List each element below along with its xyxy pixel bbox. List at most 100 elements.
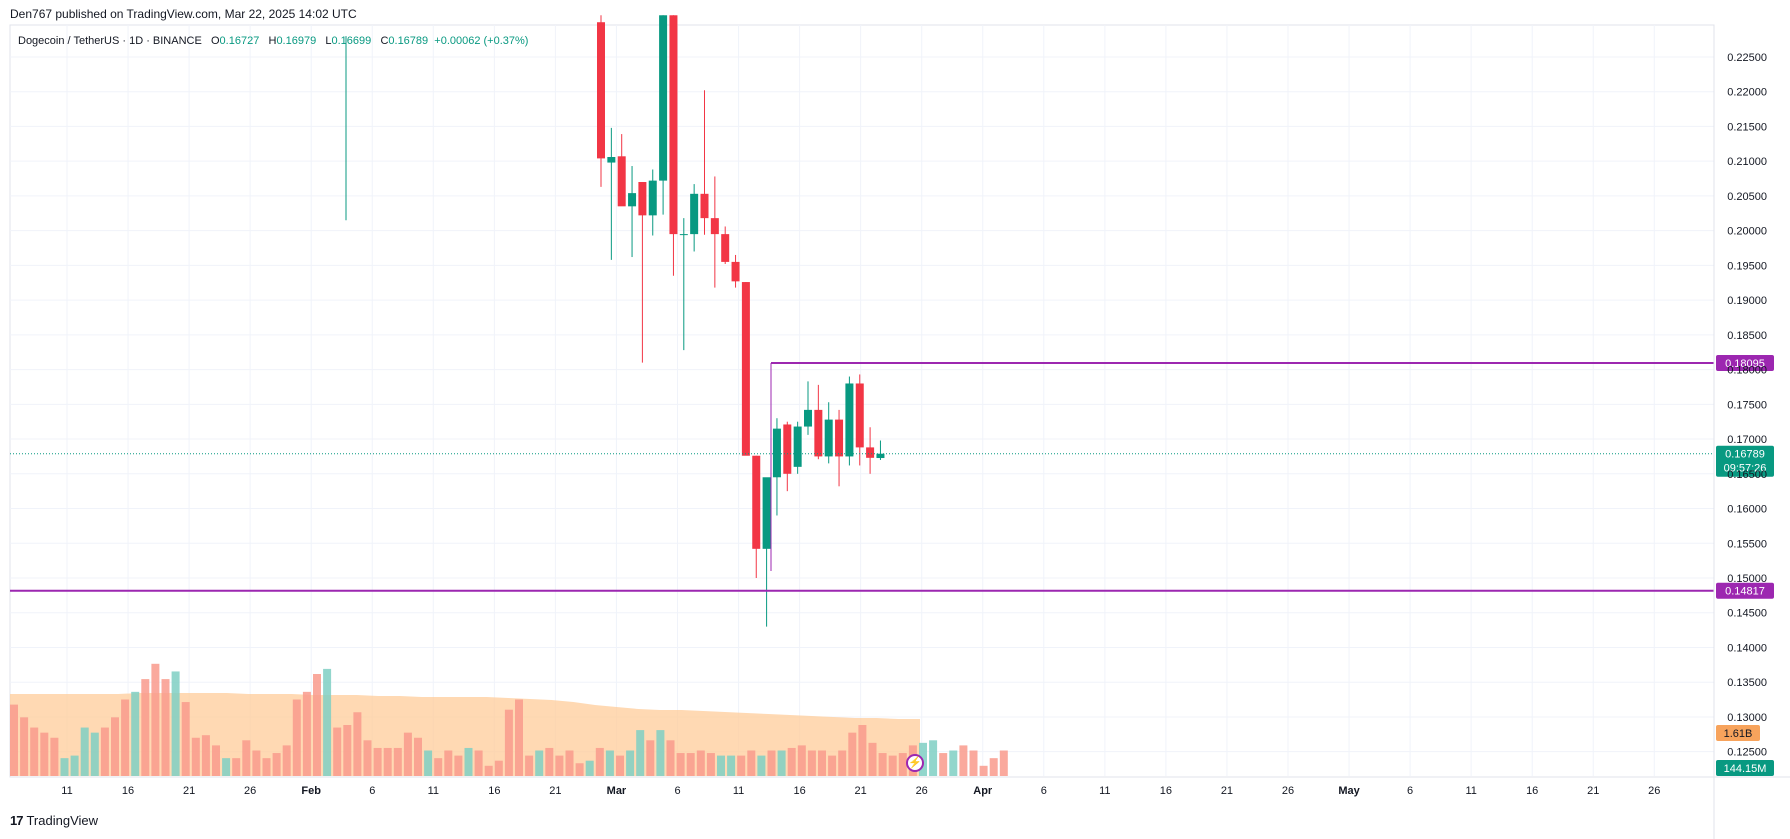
level-label: 0.14817: [1725, 586, 1765, 598]
lightning-icon[interactable]: ⚡: [906, 754, 924, 772]
x-tick-label: 11: [428, 785, 439, 797]
volume-bar: [100, 727, 109, 776]
candle-body: [659, 15, 668, 181]
candle-body: [679, 234, 688, 236]
volume-bar: [363, 740, 372, 776]
volume-bar: [212, 745, 220, 776]
candle-body: [741, 282, 750, 456]
y-tick-label: 0.18000: [1727, 365, 1767, 377]
x-tick-label: 26: [244, 785, 256, 797]
legend-l-label: L: [325, 35, 332, 47]
volume-bar: [898, 753, 907, 776]
volume-bar: [40, 732, 49, 776]
volume-bar: [949, 750, 958, 776]
volume-bar: [141, 679, 150, 776]
x-tick-label: 11: [1099, 785, 1110, 797]
level-label-bg: [1716, 582, 1774, 599]
candle-body: [690, 193, 699, 235]
volume-bar: [111, 717, 119, 776]
x-tick-label: May: [1338, 785, 1360, 797]
x-tick-label: 16: [122, 785, 134, 797]
volume-bar: [515, 699, 523, 776]
volume-bar: [131, 691, 140, 776]
volume-bar: [60, 758, 69, 776]
candle-body: [783, 424, 792, 474]
volume-bar: [20, 717, 29, 776]
volume-bar: [959, 745, 968, 776]
volume-bar: [302, 691, 311, 776]
current-price-label: 0.16789: [1725, 449, 1765, 461]
legend-o-label: O: [210, 35, 220, 47]
x-tick-label: 16: [1160, 785, 1172, 797]
x-tick-label: Feb: [301, 785, 321, 797]
volume-bar: [80, 727, 89, 776]
volume-bar: [181, 702, 190, 776]
candle-body: [607, 156, 616, 163]
volume-bar: [706, 753, 715, 776]
x-tick-label: 6: [1041, 785, 1047, 797]
volume-bar: [656, 730, 665, 776]
y-tick-label: 0.16500: [1727, 469, 1767, 481]
candle-body: [731, 261, 740, 282]
volume-bar: [777, 750, 786, 776]
candle-body: [772, 428, 781, 478]
volume-bar: [696, 750, 705, 776]
volume-bar: [676, 753, 685, 776]
volume-bar: [10, 704, 18, 776]
x-tick-label: 21: [1587, 785, 1599, 797]
x-tick-label: 21: [1221, 785, 1233, 797]
countdown-label: 09:57:26: [1724, 463, 1767, 475]
legend-change: +0.00062 (+0.37%): [434, 35, 529, 47]
x-tick-label: 11: [733, 785, 744, 797]
grid: [9, 24, 1715, 778]
volume-label-bg: [1716, 760, 1774, 776]
volume-bar: [191, 737, 200, 776]
volume-bar: [242, 740, 251, 776]
volume-bar: [292, 699, 301, 776]
volume-bar: [858, 725, 867, 776]
x-tick-label: 21: [549, 785, 561, 797]
volume-bar: [929, 740, 938, 776]
x-tick-label: 26: [916, 785, 928, 797]
volume-bar: [90, 732, 99, 776]
volume-bar: [393, 747, 402, 776]
volume-bar: [333, 727, 342, 776]
volume-bar: [535, 750, 544, 776]
x-tick-label: 16: [793, 785, 805, 797]
volume-bar: [353, 712, 362, 776]
volume-bar: [161, 679, 170, 776]
tradingview-logo[interactable]: 17 TradingView: [10, 813, 98, 828]
tradingview-mark-icon: 17: [10, 813, 24, 828]
volume-bar: [555, 755, 564, 776]
volume-bar: [888, 755, 897, 776]
x-tick-label: 6: [674, 785, 680, 797]
volume-bar: [565, 750, 574, 776]
volume-bar: [403, 732, 412, 776]
y-tick-label: 0.22500: [1727, 52, 1767, 64]
x-tick-label: 11: [1465, 785, 1476, 797]
x-tick-label: 21: [183, 785, 195, 797]
volume-bar: [343, 725, 352, 776]
legend-c-label: C: [380, 35, 389, 47]
candle-body: [824, 419, 833, 457]
candle-body: [876, 453, 885, 459]
candle-body: [762, 477, 771, 549]
volume-bar: [121, 699, 130, 776]
legend-symbol: Dogecoin / TetherUS · 1D · BINANCE: [18, 35, 202, 47]
volume-bar: [838, 750, 847, 776]
volume-bar: [575, 763, 584, 776]
candle-body: [752, 455, 761, 549]
volume-bar: [999, 750, 1008, 776]
volume-bar: [525, 755, 534, 776]
y-tick-label: 0.18500: [1727, 330, 1767, 342]
candle-body: [845, 383, 854, 457]
volume-bar: [484, 765, 493, 776]
volume-bar: [70, 755, 79, 776]
volume-bar: [686, 753, 695, 776]
x-tick-label: Mar: [607, 785, 627, 797]
level-label: 0.18095: [1725, 358, 1765, 370]
candle-body: [710, 218, 719, 235]
volume-bar: [201, 735, 210, 776]
volume-bar: [797, 745, 806, 776]
